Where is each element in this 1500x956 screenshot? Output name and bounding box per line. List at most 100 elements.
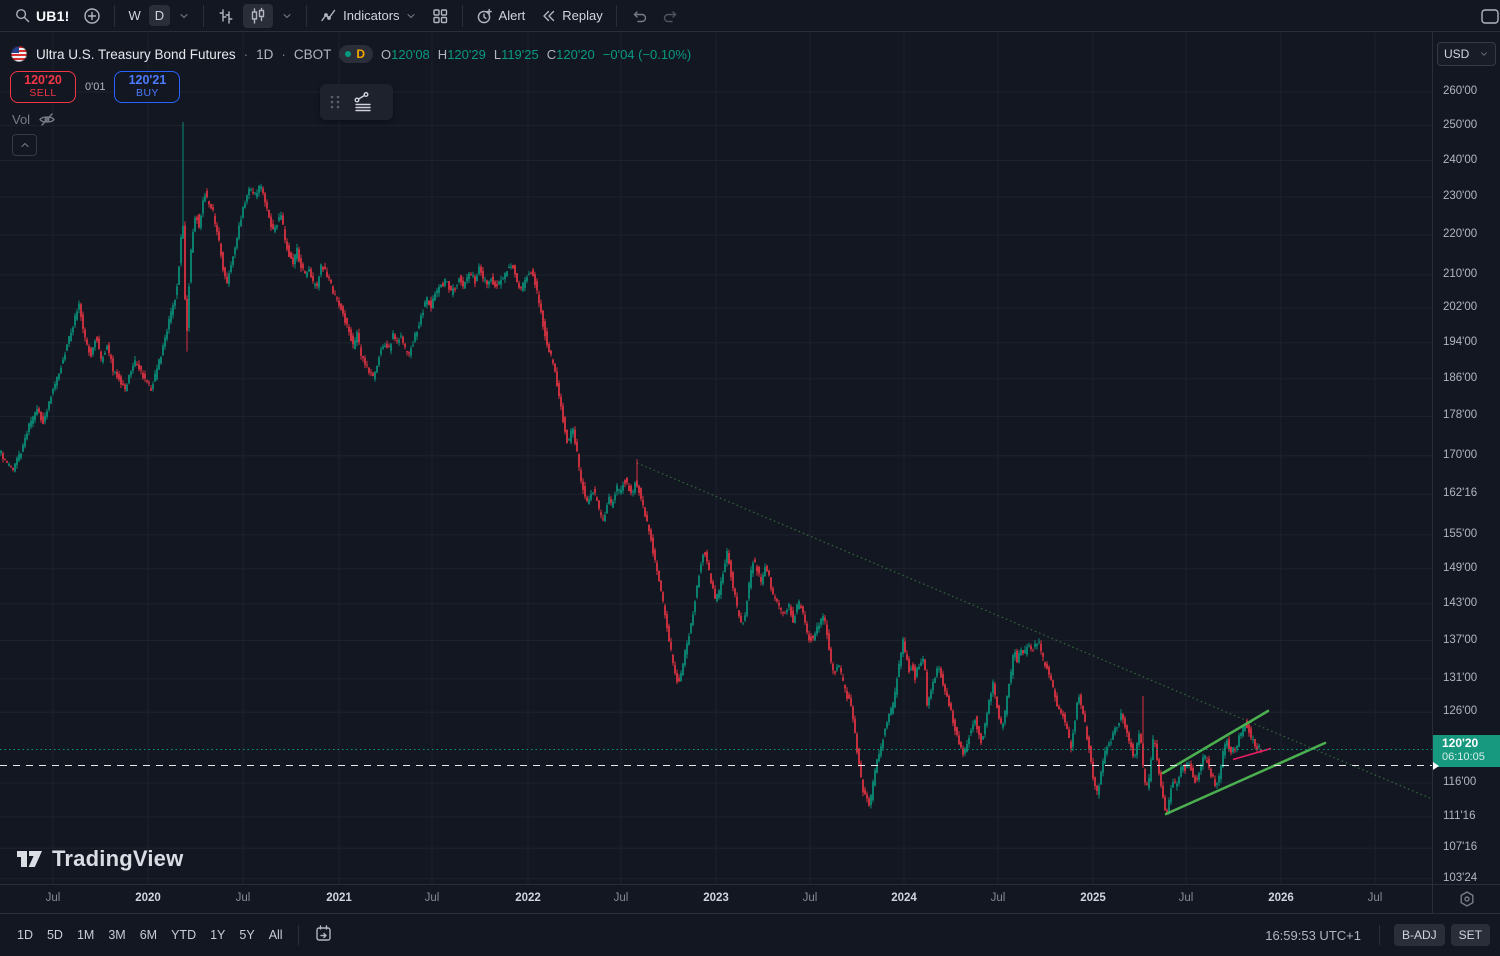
session-clock[interactable]: 16:59:53 UTC+1 [1265, 927, 1361, 943]
candle-body [992, 681, 994, 693]
buy-button[interactable]: 120'21 BUY [114, 71, 181, 103]
legend-interval: 1D [256, 46, 274, 62]
candle-body [846, 691, 848, 699]
candle-body [726, 551, 728, 563]
candle-body [1030, 646, 1032, 650]
range-button-3m[interactable]: 3M [108, 928, 126, 942]
candle-body [818, 625, 820, 630]
price-axis[interactable]: USD 120'20 06:10:05 260'00 250'00 240'00 23… [1432, 32, 1500, 884]
candle-body [12, 467, 14, 470]
candle-body [620, 489, 622, 494]
candle-body [542, 310, 544, 327]
range-button-all[interactable]: All [268, 928, 283, 942]
alert-button[interactable]: Alert [470, 4, 532, 28]
channel-upper-trendline[interactable] [1161, 709, 1270, 775]
candle-body [708, 562, 710, 571]
range-button-6m[interactable]: 6M [139, 928, 158, 942]
candle-body [780, 608, 782, 610]
candle-body [858, 748, 860, 764]
candle-body [62, 359, 64, 364]
interval-day-button[interactable]: D [148, 5, 171, 26]
time-axis[interactable]: Jul 2020 Jul 2021 Jul 2022 Jul 2023 Jul 2024 Jul 20… [0, 884, 1432, 913]
tradingview-logo[interactable]: TradingView [16, 846, 183, 872]
candle-body [514, 265, 516, 275]
candle-body [558, 383, 560, 397]
candle-body [852, 706, 854, 720]
settlement-toggle[interactable]: SET [1450, 924, 1490, 946]
range-button-1y[interactable]: 1Y [210, 928, 226, 942]
candle-body [164, 337, 166, 347]
range-button-1m[interactable]: 1M [76, 928, 95, 942]
interval-menu-button[interactable] [172, 7, 196, 25]
chart-legend[interactable]: Ultra U.S. Treasury Bond Futures · 1D · … [10, 45, 691, 63]
compare-add-button[interactable] [77, 4, 107, 28]
candle-body [1130, 742, 1132, 747]
candle-body [274, 226, 276, 232]
candle-body [1144, 769, 1146, 783]
collapse-panel-button[interactable] [12, 134, 37, 156]
candle-body [290, 252, 292, 259]
candle-body [488, 281, 490, 285]
goto-date-button[interactable] [307, 920, 340, 950]
magenta-trendline[interactable] [1232, 747, 1272, 761]
candle-body [880, 746, 882, 756]
symbol-search-button[interactable]: UB1! [8, 4, 75, 27]
snapshot-button[interactable] [1474, 4, 1500, 28]
eye-off-icon[interactable] [38, 111, 56, 128]
candlestick-chart[interactable] [0, 0, 1432, 884]
candle-body [192, 232, 194, 253]
candle-body [986, 713, 988, 726]
candle-body [958, 735, 960, 745]
candle-body [284, 229, 286, 241]
channel-lower-trendline[interactable] [1164, 741, 1327, 816]
chevron-down-icon [407, 13, 415, 18]
candle-body [184, 225, 186, 300]
chart-style-bars-button[interactable] [211, 4, 241, 28]
candle-body [682, 663, 684, 676]
range-button-5y[interactable]: 5Y [239, 928, 255, 942]
candle-body [1236, 746, 1238, 749]
candle-body [916, 668, 918, 678]
candle-body [124, 384, 126, 390]
candle-body [1228, 739, 1230, 750]
price-tick-label: 149'00 [1443, 561, 1478, 574]
trendline-tool-icon[interactable] [350, 90, 374, 114]
sell-button[interactable]: 120'20 SELL [10, 71, 76, 103]
interval-status-pill[interactable]: D [339, 45, 374, 63]
currency-selector[interactable]: USD [1437, 42, 1496, 66]
candle-body [752, 563, 754, 574]
indicator-templates-button[interactable] [425, 4, 455, 28]
candle-body [228, 273, 230, 284]
redo-button[interactable] [656, 4, 686, 28]
candle-body [354, 340, 356, 350]
interval-week-button[interactable]: W [122, 5, 146, 26]
candle-body [138, 364, 140, 370]
time-tick-label: Jul [613, 892, 629, 904]
chart-style-menu-button[interactable] [275, 7, 299, 25]
candle-body [234, 247, 236, 255]
candle-body [910, 668, 912, 670]
adjustment-toggle[interactable]: B-ADJ [1393, 924, 1445, 946]
candle-body [374, 372, 376, 380]
range-button-1d[interactable]: 1D [17, 928, 33, 942]
volume-indicator-row[interactable]: Vol [12, 111, 56, 128]
range-button-5d[interactable]: 5D [46, 928, 63, 942]
drag-dots-icon[interactable] [328, 93, 342, 111]
hexagon-settings-icon[interactable] [1457, 889, 1477, 909]
axis-settings-corner[interactable] [1432, 884, 1500, 913]
candle-body [1034, 643, 1036, 648]
replay-button[interactable]: Replay [533, 4, 608, 28]
floating-drawing-toolbar[interactable] [320, 84, 393, 120]
price-tick-label: 162'16 [1443, 487, 1478, 500]
chart-style-candles-button[interactable] [243, 3, 274, 28]
candle-body [1138, 734, 1140, 745]
candle-body [282, 215, 284, 225]
candle-body [220, 243, 222, 256]
undo-button[interactable] [624, 4, 654, 28]
candle-body [730, 560, 732, 578]
range-button-ytd[interactable]: YTD [171, 928, 197, 942]
calendar-goto-icon [315, 925, 331, 941]
current-price-value: 120'20 [1442, 736, 1479, 751]
indicators-button[interactable]: Indicators [314, 4, 422, 28]
candle-body [566, 429, 568, 444]
